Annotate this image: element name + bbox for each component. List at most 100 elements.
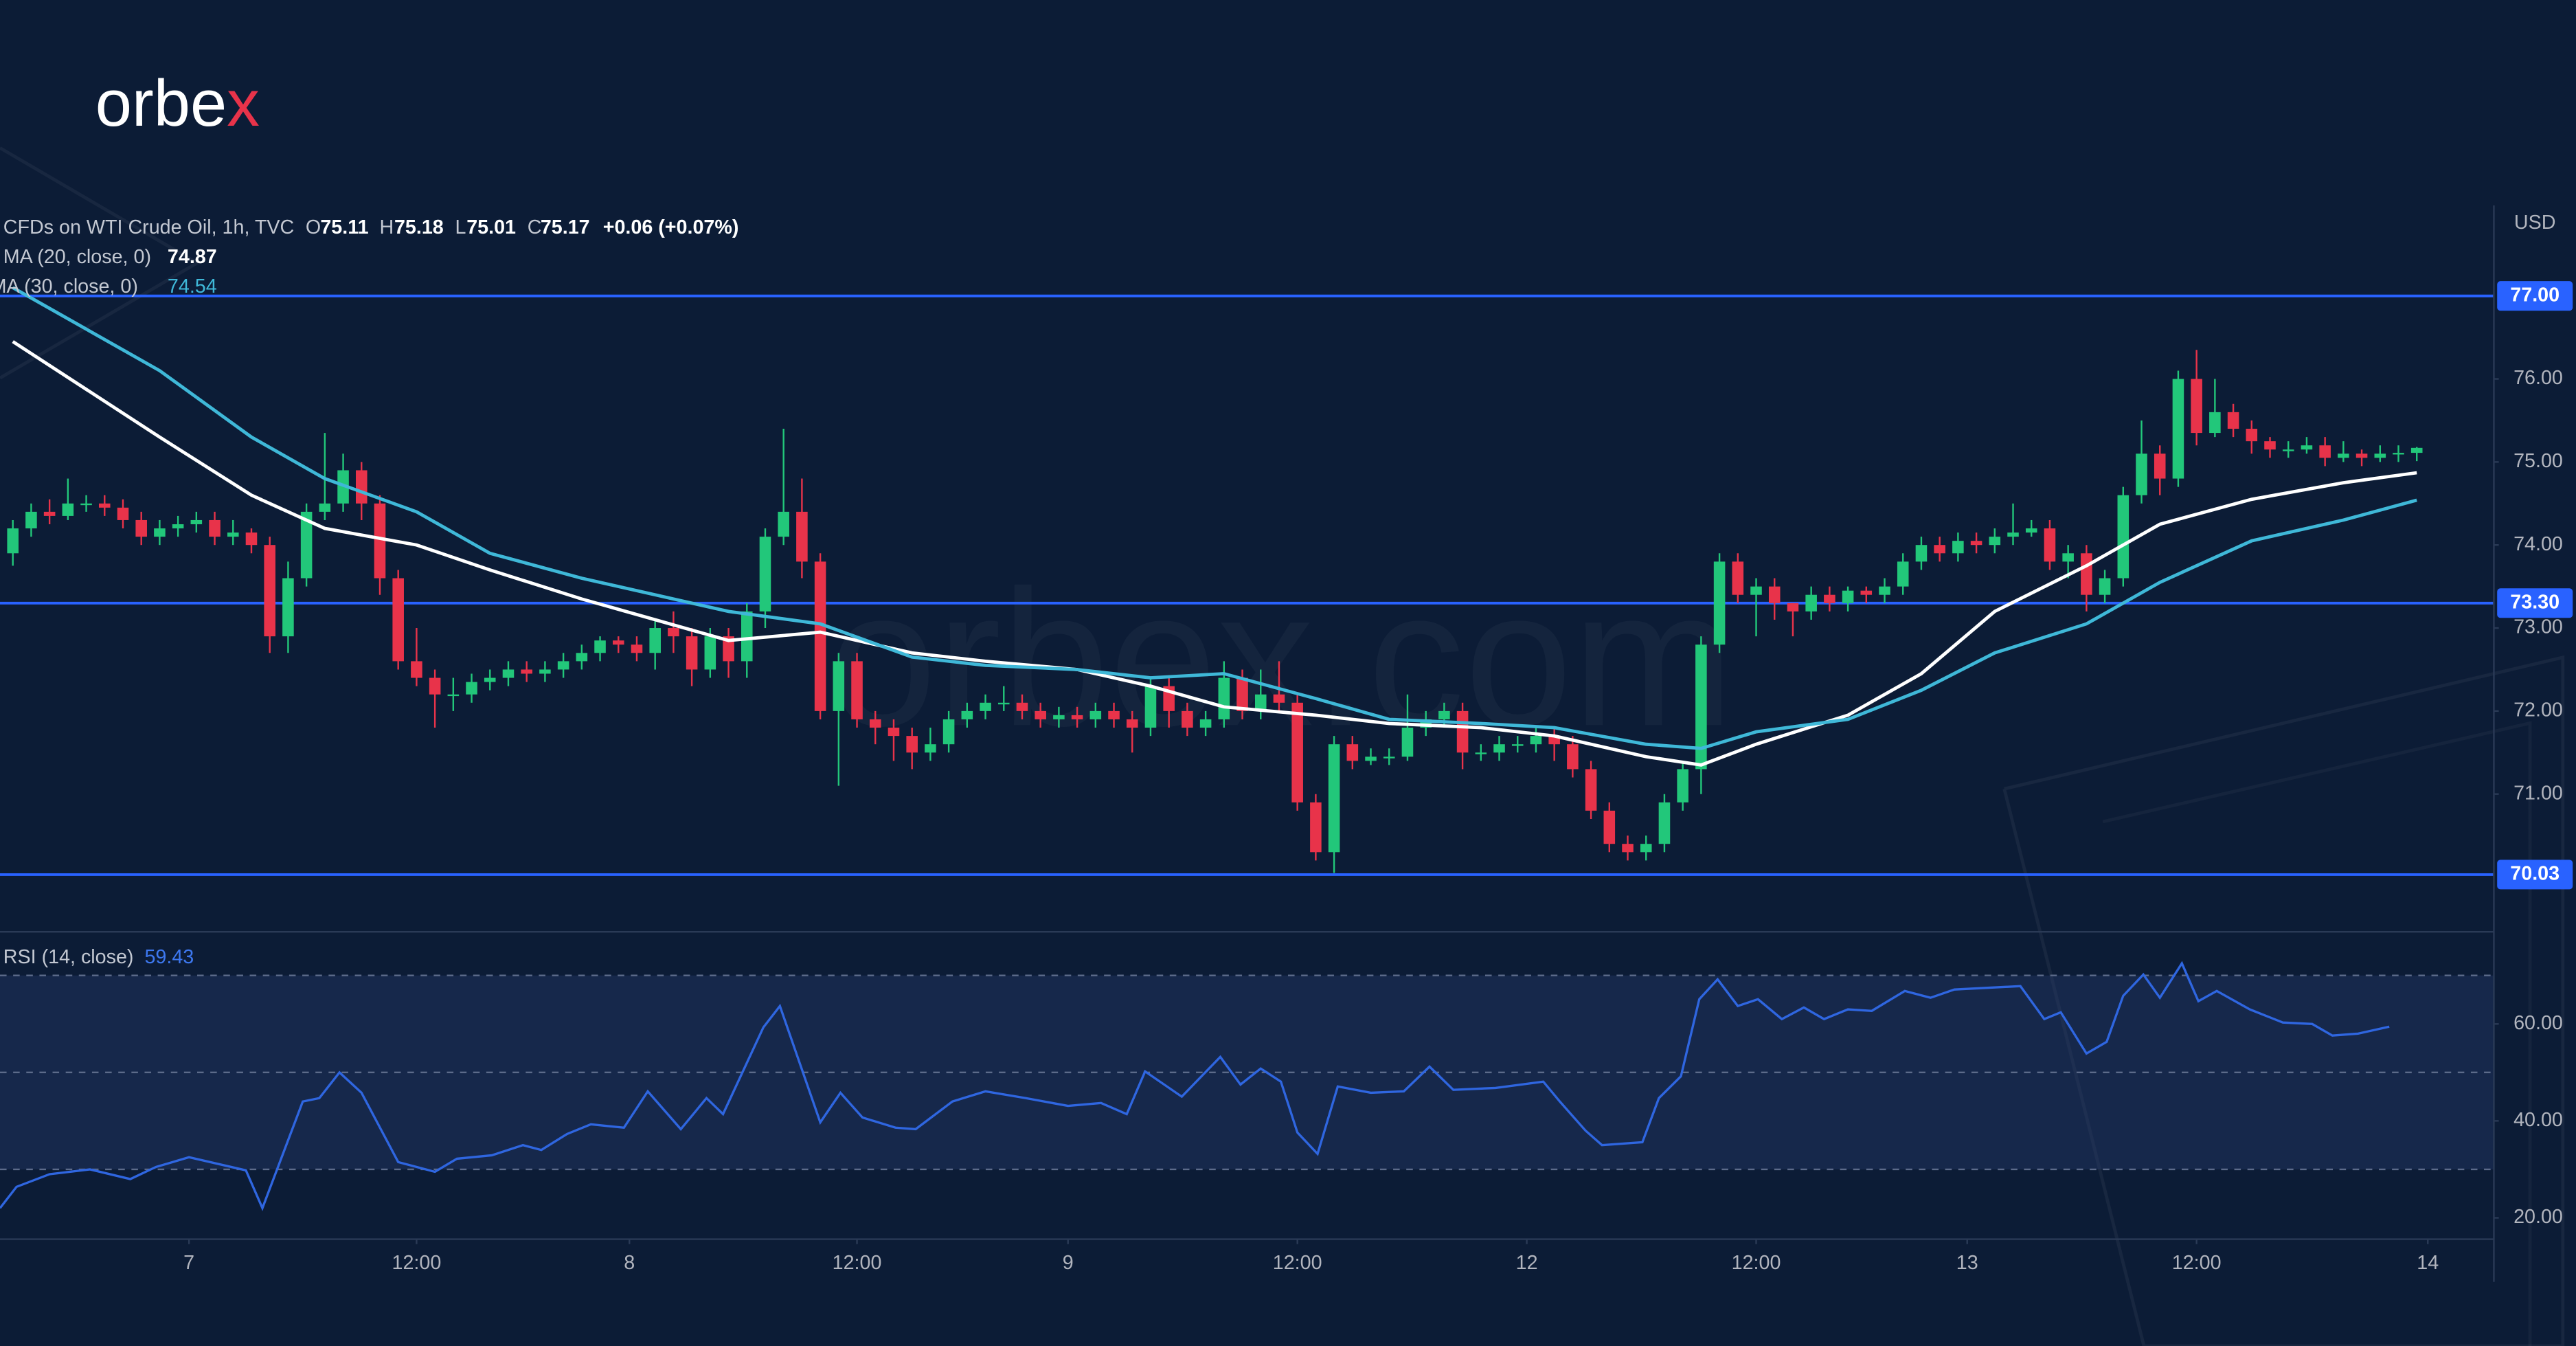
- ohlc-value: 75.01: [466, 216, 516, 238]
- currency: USD: [2514, 212, 2556, 234]
- candle-body: [1438, 710, 1450, 719]
- candle-body: [1824, 594, 1835, 603]
- candle-body: [2301, 445, 2313, 450]
- candle-body: [2007, 532, 2019, 537]
- candle-body: [1346, 744, 1359, 761]
- candle-body: [1383, 756, 1395, 759]
- candle-body: [1915, 545, 1928, 562]
- candle-body: [484, 677, 496, 682]
- candle-body: [1860, 590, 1873, 595]
- candle-body: [1530, 736, 1542, 745]
- ohlc-value: 75.17: [541, 216, 590, 238]
- candle-body: [1218, 677, 1230, 719]
- level-label: 73.30: [2510, 591, 2560, 613]
- candle-body: [778, 511, 789, 537]
- candle-body: [447, 694, 460, 697]
- candle-body: [1603, 810, 1616, 844]
- candle-body: [1658, 802, 1671, 844]
- candle-body: [2338, 453, 2349, 458]
- candle-body: [906, 736, 918, 753]
- candle-body: [888, 728, 900, 737]
- x-tick-label: 13: [1956, 1252, 1978, 1274]
- candle-body: [997, 702, 1010, 705]
- candle-body: [2136, 453, 2147, 495]
- candle-body: [117, 507, 129, 520]
- candle-body: [1897, 561, 1909, 587]
- candle-body: [1585, 769, 1597, 811]
- candle-body: [7, 528, 19, 554]
- candle-body: [704, 636, 716, 670]
- x-tick-label: 12:00: [833, 1252, 882, 1274]
- x-tick-label: 12:00: [2172, 1252, 2222, 1274]
- candle-body: [2191, 379, 2202, 434]
- x-tick-label: 7: [183, 1252, 194, 1274]
- candle-body: [1016, 702, 1028, 711]
- candle-body: [796, 511, 808, 562]
- candle-body: [1291, 702, 1303, 803]
- rsi-name: RSI (14, close): [3, 946, 134, 968]
- candle-body: [1732, 561, 1744, 595]
- candle-body: [1805, 594, 1817, 612]
- change: +0.06 (+0.07%): [603, 216, 739, 238]
- level-tag: [2497, 588, 2573, 618]
- level-tag: [2497, 281, 2573, 311]
- moving-average: [12, 286, 2417, 750]
- candle-body: [1144, 686, 1157, 728]
- candle-body: [649, 628, 661, 653]
- candle-body: [1640, 844, 1652, 853]
- candle-body: [2355, 453, 2368, 458]
- candle-body: [355, 470, 368, 504]
- moving-average: [12, 340, 2417, 767]
- candle-body: [741, 611, 753, 662]
- candle-body: [1768, 586, 1781, 603]
- candle-body: [1035, 710, 1046, 719]
- candle-body: [264, 545, 275, 637]
- symbol-title: CFDs on WTI Crude Oil, 1h, TVC: [3, 216, 294, 238]
- candle-body: [2319, 445, 2331, 458]
- candle-body: [25, 511, 37, 529]
- logo-text: orbe: [95, 67, 227, 140]
- candle-body: [411, 661, 422, 678]
- overlay-name: MA (30, close, 0): [0, 276, 138, 298]
- candle-body: [300, 511, 313, 579]
- plot-layer: 71.00 72.00 73.00 74.00 75.00 76.00 77.00 73.30…: [0, 281, 2573, 1274]
- y-tick-label: 71.00: [2513, 782, 2563, 804]
- candle-body: [1493, 744, 1505, 753]
- candle-body: [1089, 710, 1102, 719]
- candle-body: [2374, 453, 2386, 458]
- candle-body: [2044, 528, 2056, 562]
- candle-body: [2154, 453, 2166, 479]
- decor: [2002, 655, 2565, 1346]
- candle-body: [1622, 844, 1634, 853]
- candle-body: [2062, 553, 2074, 562]
- candle-body: [851, 661, 863, 719]
- x-tick-label: 14: [2417, 1252, 2439, 1274]
- ohlc-key: C: [528, 216, 542, 238]
- candle-body: [961, 710, 973, 719]
- candle-body: [1053, 715, 1065, 719]
- candle-body: [833, 661, 845, 711]
- x-tick-label: 12:00: [1273, 1252, 1322, 1274]
- candle-body: [154, 528, 166, 537]
- y-tick-label: 20.00: [2513, 1206, 2563, 1228]
- candle-body: [2025, 528, 2037, 533]
- candle-body: [62, 503, 74, 516]
- candle-body: [1677, 769, 1688, 803]
- overlay-name: MA (20, close, 0): [3, 246, 151, 268]
- candle-body: [319, 503, 331, 512]
- ohlc-key: H: [379, 216, 394, 238]
- candle-body: [1511, 744, 1524, 746]
- candle-body: [2264, 441, 2276, 450]
- candle-body: [1989, 537, 2001, 546]
- ohlc-key: L: [455, 216, 466, 238]
- candle-body: [594, 640, 606, 653]
- candle-body: [1787, 603, 1799, 612]
- candle-body: [668, 628, 679, 637]
- candle-body: [1108, 710, 1120, 719]
- ohlc-value: 75.18: [394, 216, 444, 238]
- y-tick-label: 73.00: [2513, 616, 2563, 638]
- candle-body: [521, 669, 532, 674]
- candle-body: [2227, 412, 2239, 429]
- candle-body: [980, 702, 991, 711]
- overlay-value: 74.54: [168, 276, 217, 298]
